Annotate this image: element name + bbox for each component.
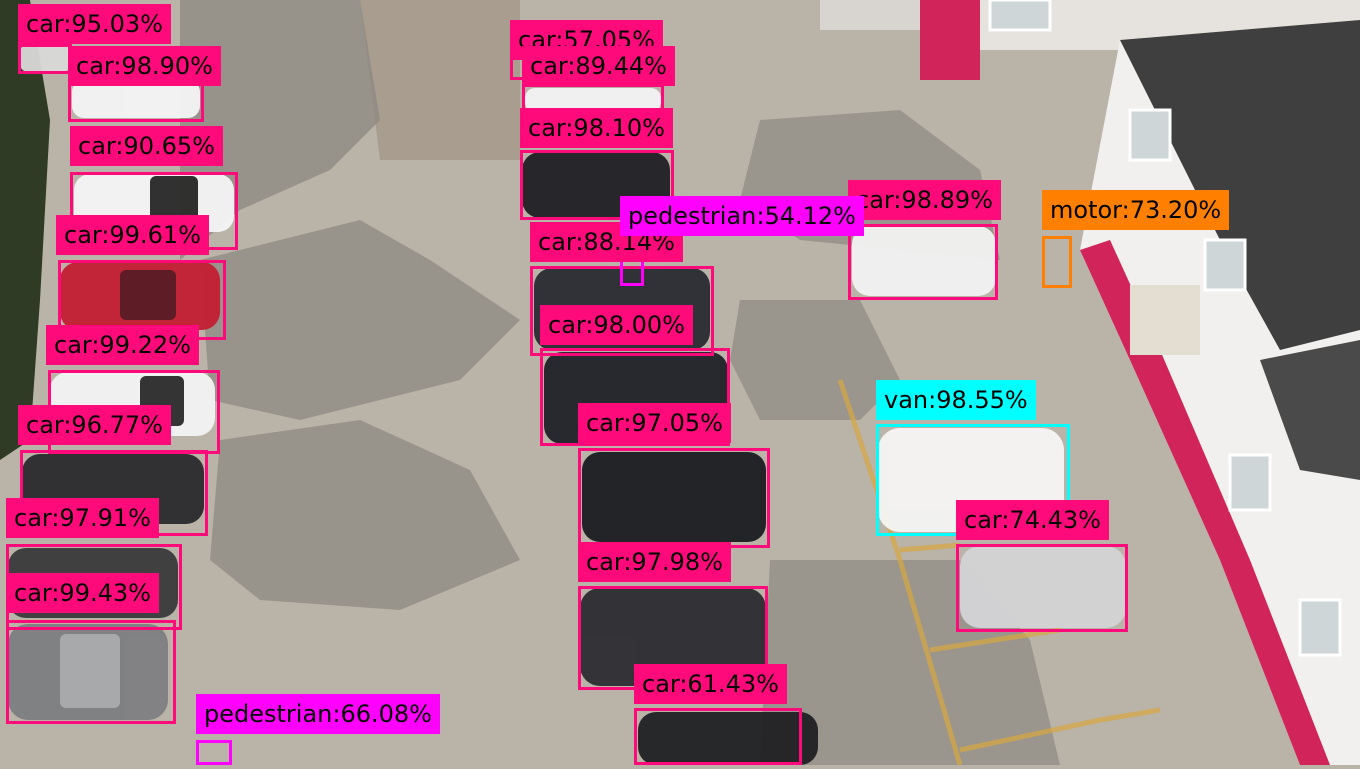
label-car-17: car:98.89%: [848, 180, 1001, 220]
trees: [0, 0, 50, 460]
bbox-car-1: [18, 44, 72, 74]
label-car-7: car:97.91%: [6, 498, 159, 538]
parking-line: [837, 379, 963, 766]
bbox-car-18: [956, 544, 1128, 632]
bbox-motor-1: [1042, 236, 1072, 288]
label-car-8: car:99.43%: [6, 573, 159, 613]
label-car-11: car:98.10%: [520, 108, 673, 148]
label-car-16: car:61.43%: [634, 664, 787, 704]
shadow: [210, 420, 520, 610]
rooftop-box: [1130, 285, 1200, 355]
window: [1228, 453, 1272, 512]
window: [1128, 108, 1172, 162]
bbox-car-14: [578, 448, 770, 548]
shadow: [730, 300, 900, 420]
building-trim: [920, 0, 980, 80]
bbox-car-8: [6, 620, 176, 724]
bbox-car-13: [540, 348, 730, 446]
steps: [820, 0, 920, 30]
roof-lower: [1260, 340, 1360, 480]
roof: [1120, 20, 1360, 350]
brick-area: [360, 0, 520, 160]
bbox-car-11: [520, 150, 674, 220]
parking-line: [929, 627, 1061, 653]
bbox-car-17: [848, 224, 998, 300]
parking-line: [899, 542, 961, 553]
label-car-5: car:99.22%: [46, 325, 199, 365]
label-motor-1: motor:73.20%: [1042, 190, 1230, 230]
window: [1298, 598, 1342, 657]
bbox-pedestrian-2: [196, 740, 232, 765]
label-car-13: car:98.00%: [540, 305, 693, 345]
window: [1203, 238, 1247, 292]
label-pedestrian-1: pedestrian:54.12%: [620, 196, 864, 236]
building-trim: [1080, 240, 1330, 765]
label-car-10: car:89.44%: [522, 46, 675, 86]
label-car-6: car:96.77%: [18, 405, 171, 445]
window: [988, 0, 1052, 32]
bbox-car-16: [634, 708, 802, 765]
label-car-14: car:97.05%: [578, 403, 731, 443]
shadow: [200, 220, 520, 420]
label-car-4: car:99.61%: [56, 215, 209, 255]
label-van-1: van:98.55%: [876, 380, 1036, 420]
label-car-18: car:74.43%: [956, 500, 1109, 540]
label-car-15: car:97.98%: [578, 542, 731, 582]
parking-line: [959, 707, 1161, 753]
label-car-2: car:98.90%: [68, 46, 221, 86]
label-pedestrian-2: pedestrian:66.08%: [196, 694, 440, 734]
label-car-3: car:90.65%: [70, 126, 223, 166]
label-car-1: car:95.03%: [18, 4, 171, 44]
